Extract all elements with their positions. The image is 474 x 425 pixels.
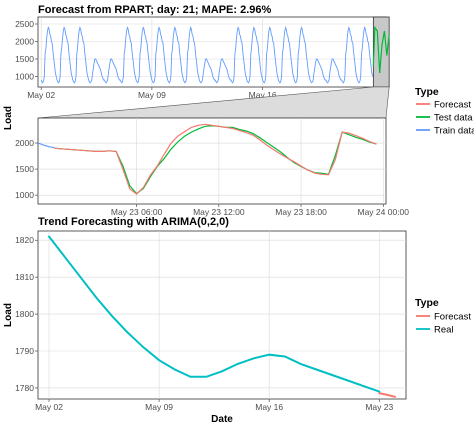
bottom-y-tick-label: 1820	[15, 235, 34, 245]
top-test-line	[372, 25, 390, 74]
bottom-y-tick-label: 1800	[15, 309, 34, 319]
top-legend-label: Forecast	[434, 100, 471, 111]
bottom-gridlines	[38, 231, 406, 399]
zoom-x-tick-label: May 23 12:00	[193, 207, 245, 217]
zoom-gridlines	[38, 118, 386, 204]
top-y-tick-label: 1000	[15, 72, 34, 82]
top-x-tick-label: May 09	[138, 90, 166, 100]
top-train-line	[40, 25, 374, 84]
zoom-y-tick-label: 1000	[15, 190, 34, 200]
bottom-axis-ticks: May 02 May 09 May 16 May 23 1780 1790 1800 1810…	[15, 235, 393, 412]
bottom-chart-title: Trend Forecasting with ARIMA(0,2,0)	[38, 216, 229, 228]
top-x-tick-label: May 16	[249, 90, 277, 100]
zoom-series-train-data	[37, 142, 55, 149]
zoom-x-tick-label: May 24 00:00	[358, 207, 410, 217]
bottom-x-tick-label: May 23	[365, 402, 393, 412]
top-series-lines	[40, 25, 390, 84]
bottom-series-lines	[48, 235, 396, 398]
bottom-series-real	[48, 235, 381, 393]
bottom-legend-label: Real	[434, 325, 454, 336]
bottom-plot-panel	[37, 230, 407, 400]
zoom-x-tick-label: May 23 06:00	[111, 207, 163, 217]
top-legend-label: Test data	[434, 113, 473, 124]
top-x-tick-label: May 02	[27, 90, 55, 100]
bottom-x-tick-label: May 09	[145, 402, 173, 412]
bottom-y-tick-label: 1810	[15, 272, 34, 282]
top-chart-title: Forecast from RPART; day: 21; MAPE: 2.96…	[38, 4, 272, 16]
bottom-y-tick-label: 1790	[15, 346, 34, 356]
top-y-tick-label: 2500	[15, 19, 34, 29]
bottom-legend: Type Forecast Real	[415, 297, 471, 336]
bottom-y-tick-label: 1780	[15, 383, 34, 393]
zoom-series-forecast	[54, 123, 377, 195]
zoom-y-tick-label: 1500	[15, 164, 34, 174]
top-legend: Type Forecast Test data Train data	[415, 86, 474, 137]
zoom-connector	[37, 86, 390, 119]
zoom-series-lines	[37, 123, 377, 195]
top-plot-panel	[37, 16, 387, 88]
top-y-tick-label: 1500	[15, 54, 34, 64]
bottom-y-axis-label: Load	[3, 303, 14, 327]
top-legend-label: Train data	[434, 126, 474, 137]
bottom-x-tick-label: May 02	[35, 402, 63, 412]
zoom-x-tick-label: May 23 18:00	[275, 207, 327, 217]
top-legend-title: Type	[415, 86, 439, 98]
bottom-legend-title: Type	[415, 297, 439, 309]
zoom-y-tick-label: 2000	[15, 138, 34, 148]
zoom-y-axis-label: Load	[3, 106, 14, 130]
zoom-axis-ticks: May 23 06:00 May 23 12:00 May 23 18:00 May …	[15, 138, 409, 217]
top-y-tick-label: 2000	[15, 37, 34, 47]
zoom-plot-panel	[37, 117, 387, 205]
top-gridlines	[38, 17, 386, 87]
bottom-legend-label: Forecast	[434, 312, 471, 323]
bottom-x-tick-label: May 16	[255, 402, 283, 412]
bottom-series-forecast	[378, 392, 396, 398]
bottom-x-axis-label: Date	[211, 414, 233, 425]
